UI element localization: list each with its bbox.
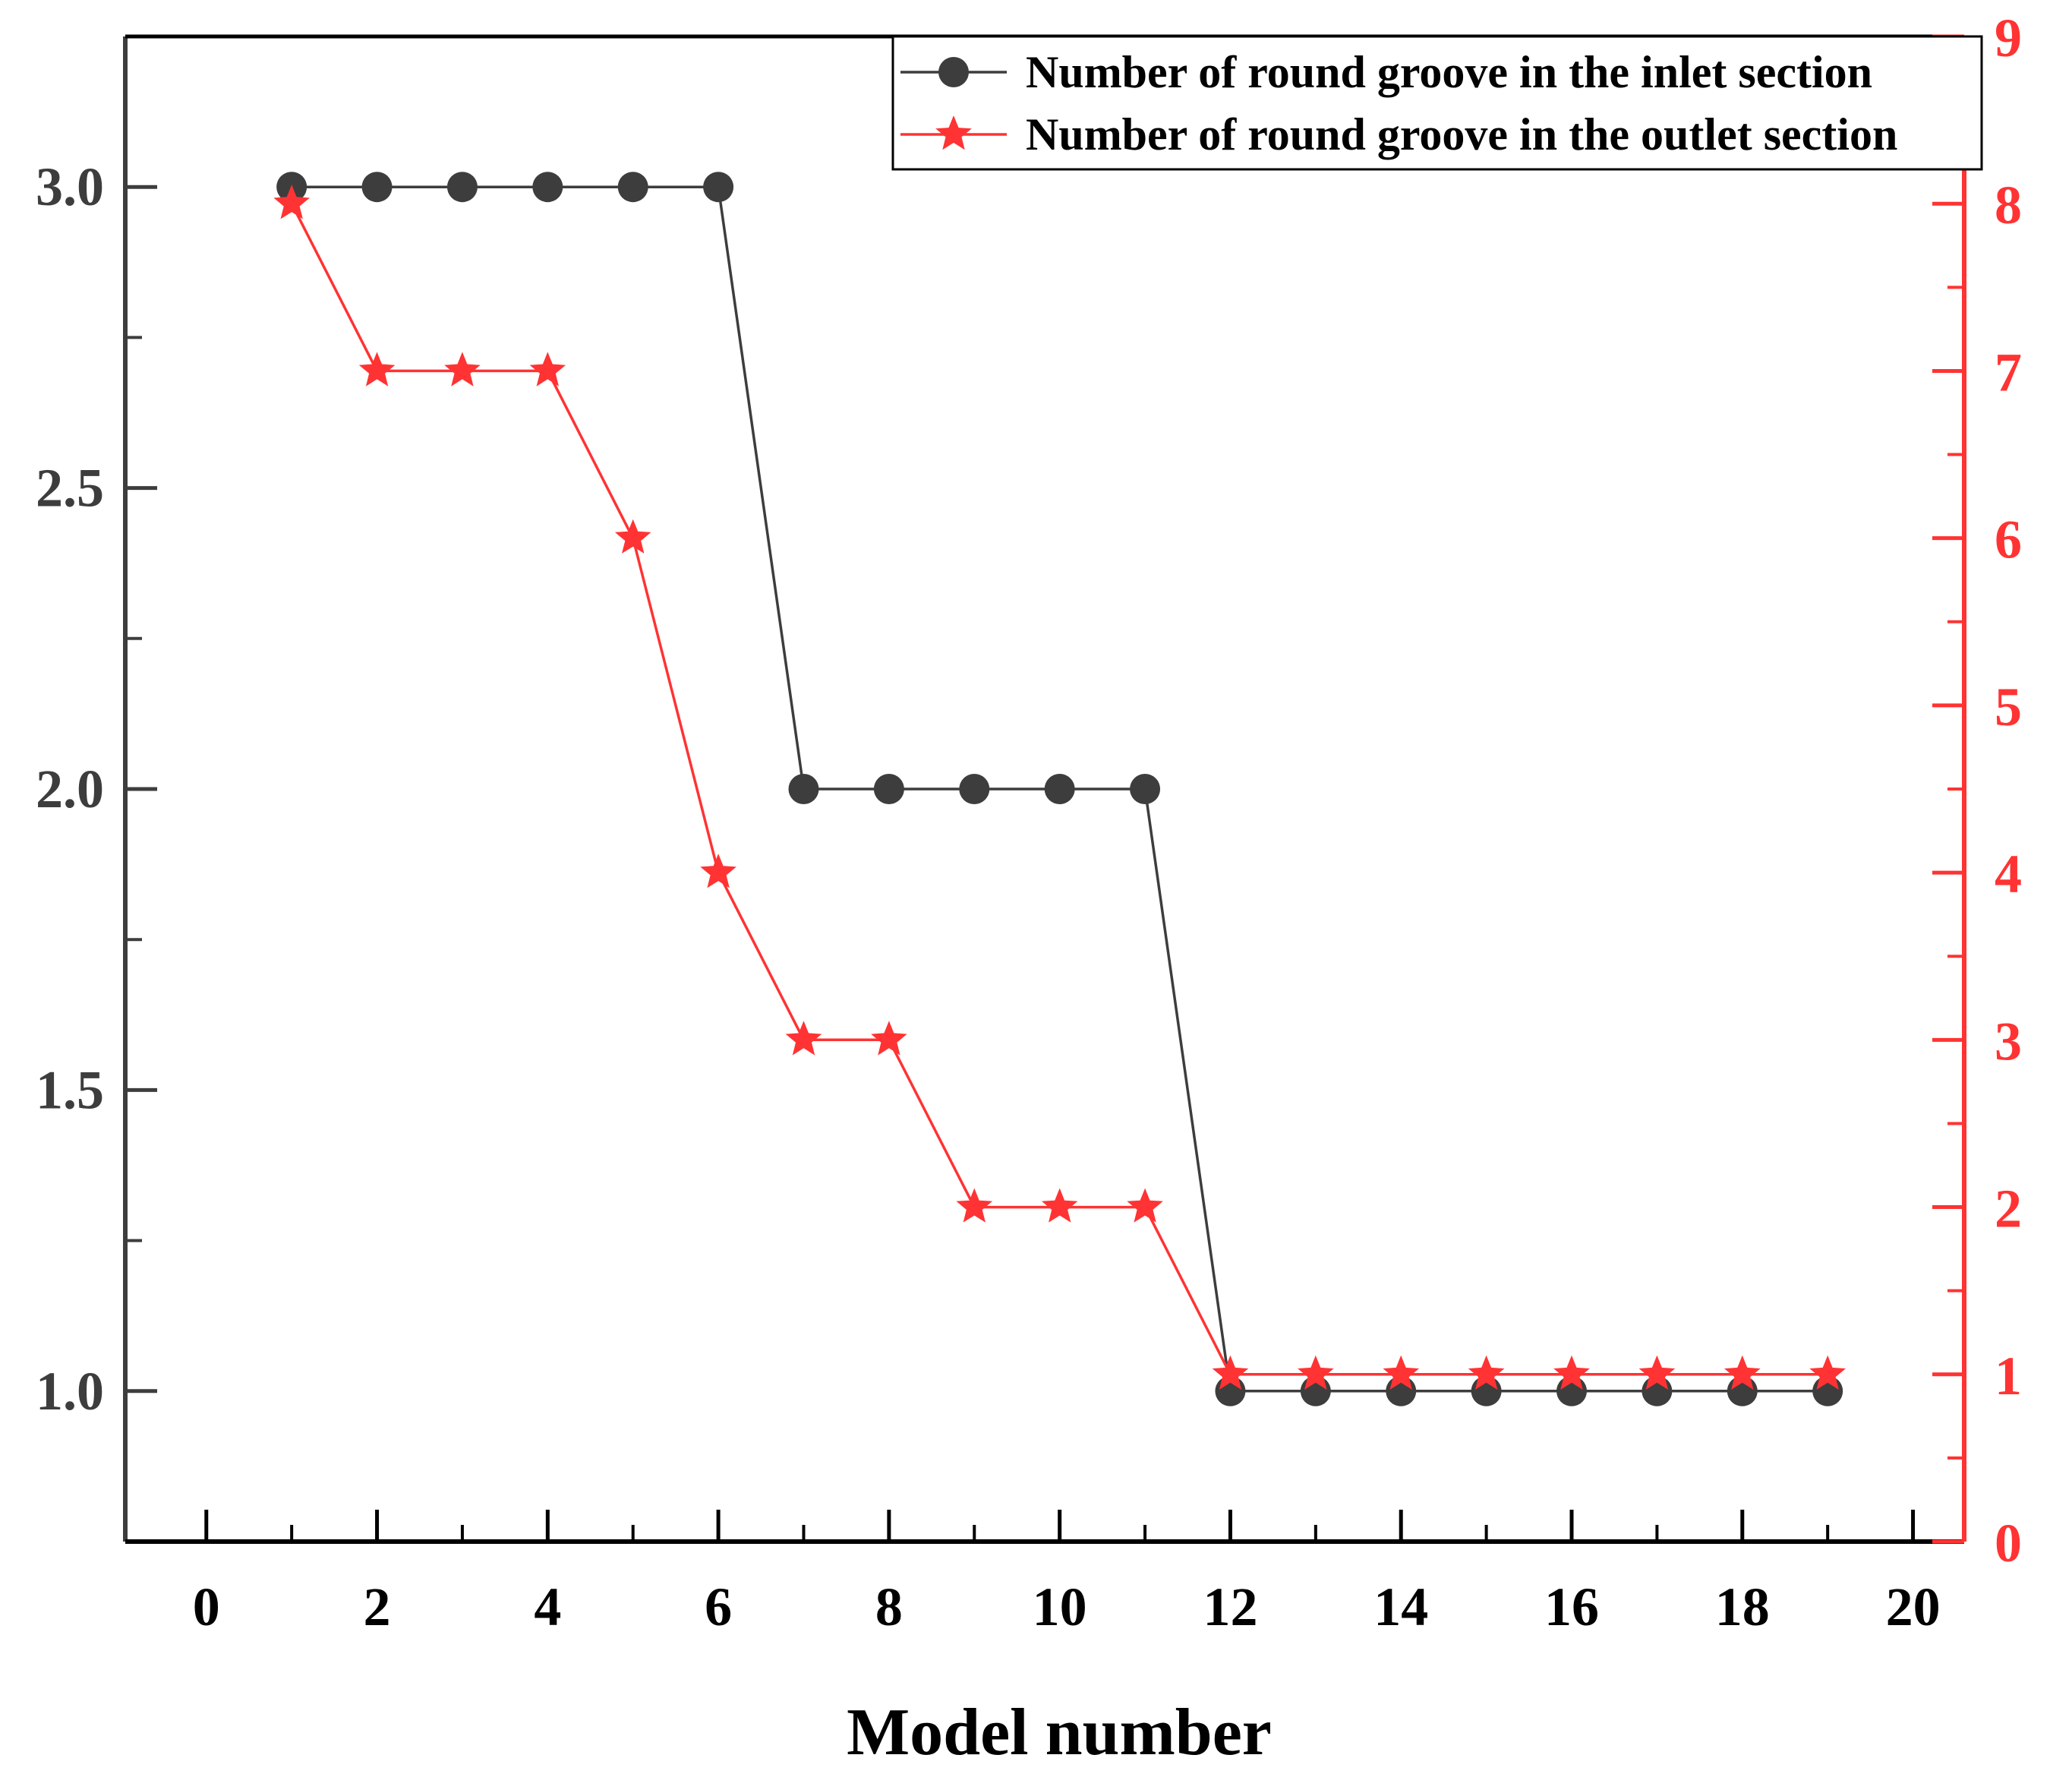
x-tick-label: 20 [1886,1577,1941,1637]
y-right-tick-label: 3 [1995,1011,2022,1072]
legend-marker-star [935,115,972,150]
y-left-tick-label: 2.5 [36,458,104,519]
y-right-tick-label: 1 [1995,1346,2022,1406]
outlet-data-point [1724,1355,1761,1390]
inlet-data-point [703,172,734,203]
outlet-data-point [1212,1355,1249,1390]
x-tick-label: 8 [875,1577,903,1637]
x-tick-label: 10 [1033,1577,1087,1637]
y-left-tick-label: 1.0 [36,1361,104,1422]
inlet-data-point [959,774,990,804]
y-right-tick-label: 8 [1995,175,2022,235]
outlet-data-point [700,854,736,888]
y-left-tick-label: 3.0 [36,156,104,217]
outlet-data-point [1553,1355,1590,1390]
y-right-tick-label: 5 [1995,677,2022,737]
x-tick-label: 4 [534,1577,561,1637]
inlet-data-point [1044,774,1075,804]
outlet-data-point [444,352,481,387]
legend-box [891,35,1983,171]
x-tick-label: 18 [1715,1577,1770,1637]
legend: Number of round groove in the inlet sect… [891,35,1983,171]
inlet-data-point [532,172,563,203]
x-tick-label: 2 [364,1577,391,1637]
outlet-data-point [1468,1355,1505,1390]
outlet-data-point [1298,1355,1334,1390]
outlet-data-point [273,185,310,219]
outlet-data-point [1127,1188,1163,1223]
y-left-tick-label: 1.5 [36,1059,104,1120]
outlet-data-point [871,1021,907,1056]
outlet-data-point [956,1188,993,1223]
y-right-tick-label: 4 [1995,844,2022,904]
outlet-data-point [1041,1188,1078,1223]
inlet-data-point [788,774,819,804]
x-tick-label: 0 [193,1577,220,1637]
outlet-data-point [529,352,566,387]
x-tick-label: 16 [1544,1577,1599,1637]
x-tick-label: 14 [1373,1577,1428,1637]
inlet-data-point [1130,774,1161,804]
outlet-data-point [785,1021,822,1056]
y-right-tick-label: 0 [1995,1513,2022,1573]
outlet-data-point [1809,1355,1846,1390]
axes: 0 2 4 6 8 10 12 14 16 18 201.01.52.02.53.001234567… [36,8,2022,1637]
y-right-tick-label: 7 [1995,342,2022,402]
legend-marker-circle [938,57,969,87]
inlet-data-point [446,172,478,203]
y-left-tick-label: 2.0 [36,759,104,819]
x-tick-label: 6 [705,1577,732,1637]
x-tick-label: 12 [1203,1577,1257,1637]
outlet-data-point [614,519,651,554]
inlet-data-point [617,172,648,203]
inlet-data-point [361,172,393,203]
inlet-data-point [873,774,904,804]
outlet-data-point [1638,1355,1676,1390]
y-right-tick-label: 6 [1995,510,2022,570]
y-right-tick-label: 2 [1995,1179,2022,1239]
y-right-tick-label: 9 [1995,8,2022,68]
outlet-data-point [1383,1355,1419,1390]
legend-label-2: Number of round groove in the outlet sec… [1026,109,1897,159]
outlet-data-point [358,352,396,387]
plot-area [273,172,1846,1406]
legend-label-1: Number of round groove in the inlet sect… [1026,47,1872,97]
x-axis-title: Model number [847,1696,1272,1769]
